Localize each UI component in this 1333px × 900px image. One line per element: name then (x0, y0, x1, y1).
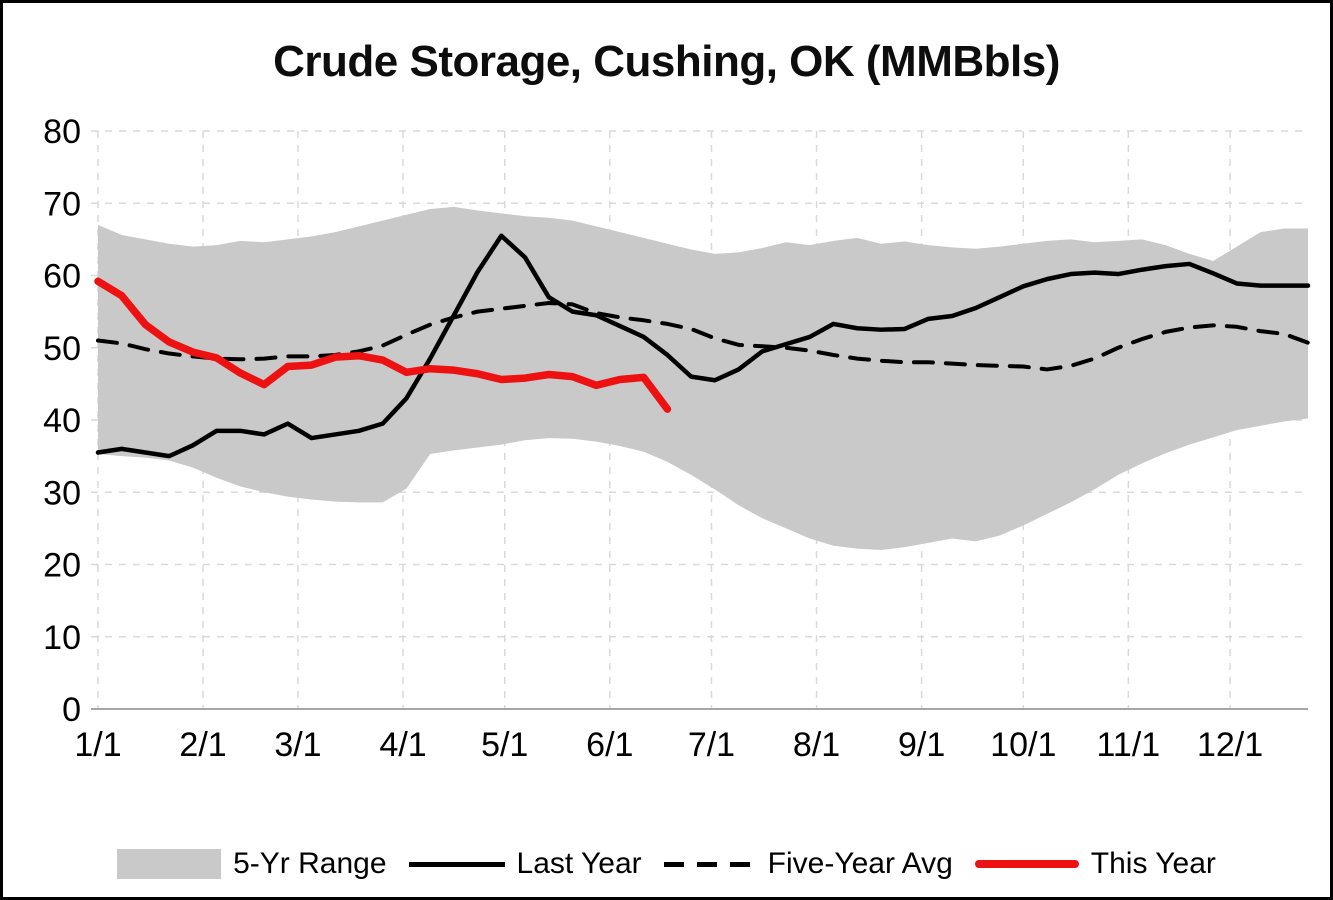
y-tick-label: 50 (43, 330, 81, 368)
y-tick-label: 70 (43, 185, 81, 223)
x-tick-label: 3/1 (274, 726, 321, 764)
five-year-range-swatch (117, 849, 222, 879)
x-tick-label: 1/1 (74, 726, 121, 764)
y-tick-label: 40 (43, 402, 81, 440)
x-tick-label: 10/1 (990, 726, 1056, 764)
x-tick-label: 8/1 (793, 726, 840, 764)
legend-item-this-year: This Year (974, 847, 1216, 881)
chart-legend: 5-Yr Range Last Year Five-Year Avg This … (3, 847, 1330, 881)
x-tick-label: 4/1 (379, 726, 426, 764)
this-year-line (94, 277, 672, 413)
y-tick-label: 30 (43, 474, 81, 512)
x-tick-label: 9/1 (898, 726, 945, 764)
legend-item-five-year-range: 5-Yr Range (117, 847, 387, 881)
five-year-avg-line (96, 300, 1310, 372)
x-tick-label: 5/1 (481, 726, 528, 764)
last-year-line-swatch (408, 861, 505, 867)
this-year-line-swatch (974, 860, 1079, 868)
y-tick-label: 0 (62, 691, 81, 729)
chart-canvas: 0 10 20 30 40 50 60 70 80 1/1 2/1 3/1 4/1 5/1 6/1 7/1 8/… (43, 113, 1311, 764)
legend-item-five-year-avg: Five-Year Avg (663, 847, 953, 881)
legend-label-five-year-range: 5-Yr Range (233, 847, 387, 880)
y-tick-label: 20 (43, 547, 81, 585)
chart-title: Crude Storage, Cushing, OK (MMBbls) (273, 37, 1060, 86)
x-tick-label: 11/1 (1097, 726, 1161, 764)
legend-label-this-year: This Year (1090, 847, 1216, 880)
legend-label-last-year: Last Year (516, 847, 642, 880)
x-tick-label: 2/1 (179, 726, 226, 764)
five-year-avg-line-swatch (663, 861, 756, 867)
x-tick-label: 7/1 (688, 726, 735, 764)
x-tick-label: 12/1 (1197, 726, 1263, 764)
x-tick-label: 6/1 (586, 726, 633, 764)
y-tick-label: 80 (43, 113, 81, 151)
y-tick-label: 10 (43, 619, 81, 657)
legend-item-last-year: Last Year (408, 847, 642, 881)
legend-label-five-year-avg: Five-Year Avg (767, 847, 953, 880)
last-year-line (95, 233, 1311, 459)
y-tick-label: 60 (43, 258, 81, 296)
